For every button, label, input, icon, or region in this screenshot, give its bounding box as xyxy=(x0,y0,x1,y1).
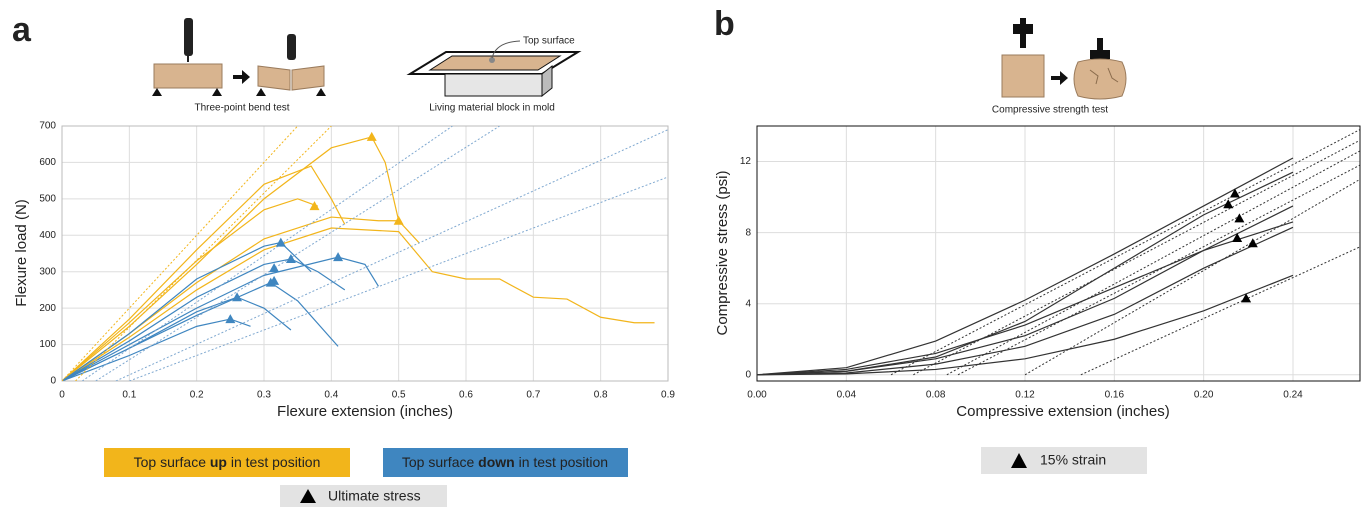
plot-area xyxy=(757,129,1360,376)
y-tick-label: 12 xyxy=(740,156,752,167)
marker xyxy=(269,275,280,285)
fit-line xyxy=(957,164,1360,376)
legend-marker xyxy=(300,489,316,503)
annotation: Top surface xyxy=(523,36,575,47)
x-tick-label: 0.8 xyxy=(594,390,608,401)
marker xyxy=(1223,199,1234,209)
legend-box xyxy=(981,447,1147,474)
marker xyxy=(1229,188,1240,198)
fit-line xyxy=(1080,246,1360,376)
x-tick-label: 0.24 xyxy=(1283,390,1303,401)
y-tick-label: 200 xyxy=(39,303,56,314)
plot-area xyxy=(62,126,668,381)
marker xyxy=(285,253,296,263)
y-tick-label: 600 xyxy=(39,157,56,168)
x-tick-label: 0.20 xyxy=(1194,390,1214,401)
annotation: Three-point bend test xyxy=(194,103,289,114)
x-tick-label: 0.9 xyxy=(661,390,675,401)
curve xyxy=(62,241,312,381)
curve xyxy=(757,226,1294,376)
y-axis-title: Compressive stress (psi) xyxy=(714,170,731,335)
fit-line xyxy=(62,126,299,381)
legend-box xyxy=(280,485,447,507)
curve xyxy=(62,256,379,381)
legend-marker xyxy=(1011,453,1027,468)
x-tick-label: 0 xyxy=(59,390,65,401)
plot-frame xyxy=(61,125,669,382)
x-tick-label: 0.7 xyxy=(526,390,540,401)
fit-line xyxy=(913,139,1360,376)
plot-frame xyxy=(756,125,1361,382)
marker xyxy=(1247,238,1258,248)
legend-swatch xyxy=(104,448,350,477)
x-tick-label: 0.5 xyxy=(392,390,406,401)
x-axis-title: Compressive extension (inches) xyxy=(956,403,1169,420)
curve xyxy=(62,258,346,381)
marker xyxy=(309,201,320,211)
curve xyxy=(62,136,400,381)
annotation: Compressive strength test xyxy=(992,105,1108,116)
fit-line xyxy=(115,129,668,381)
marker xyxy=(1232,232,1243,242)
bend-illustration xyxy=(152,18,326,96)
marker xyxy=(393,215,404,225)
curve xyxy=(757,274,1294,376)
panel-label: a xyxy=(12,11,32,49)
curve xyxy=(757,157,1294,376)
y-tick-label: 700 xyxy=(39,121,56,132)
x-tick-label: 0.12 xyxy=(1015,390,1035,401)
fit-line xyxy=(75,126,332,381)
curve xyxy=(62,198,319,381)
marker xyxy=(225,314,236,324)
y-tick-label: 0 xyxy=(50,376,56,387)
marker xyxy=(1234,213,1245,223)
legend-label: Top surface down in test position xyxy=(402,454,608,470)
marker xyxy=(366,131,377,141)
x-tick-label: 0.16 xyxy=(1105,390,1125,401)
x-tick-label: 0.6 xyxy=(459,390,473,401)
x-tick-label: 0.08 xyxy=(926,390,946,401)
panel-label: b xyxy=(714,5,735,43)
x-tick-label: 0.1 xyxy=(122,390,136,401)
y-tick-label: 8 xyxy=(745,227,751,238)
fit-line xyxy=(129,176,668,381)
y-tick-label: 100 xyxy=(39,339,56,350)
y-tick-label: 300 xyxy=(39,266,56,277)
curve xyxy=(62,165,346,381)
y-tick-label: 4 xyxy=(745,298,751,309)
marker xyxy=(269,263,280,273)
fit-line xyxy=(1024,178,1360,376)
curve xyxy=(62,227,655,381)
curve xyxy=(757,221,1294,376)
fit-line xyxy=(81,126,453,381)
mold-illustration xyxy=(406,40,582,98)
legend-label: 15% strain xyxy=(1040,452,1106,468)
fit-line xyxy=(890,129,1360,376)
legend-label: Top surface up in test position xyxy=(134,454,321,470)
fit-line xyxy=(946,150,1360,376)
y-tick-label: 0 xyxy=(745,369,751,380)
y-tick-label: 500 xyxy=(39,193,56,204)
y-axis-title: Flexure load (N) xyxy=(13,199,30,307)
y-tick-label: 400 xyxy=(39,230,56,241)
compression-illustration xyxy=(1001,18,1127,100)
legend-swatch xyxy=(383,448,628,477)
legend-label: Ultimate stress xyxy=(328,488,421,504)
x-tick-label: 0.4 xyxy=(324,390,338,401)
x-axis-title: Flexure extension (inches) xyxy=(277,403,453,420)
x-tick-label: 0.00 xyxy=(747,390,767,401)
marker xyxy=(232,292,243,302)
marker xyxy=(1241,293,1252,303)
fit-line xyxy=(95,126,500,381)
x-tick-label: 0.3 xyxy=(257,390,271,401)
marker xyxy=(333,252,344,262)
x-tick-label: 0.04 xyxy=(837,390,857,401)
x-tick-label: 0.2 xyxy=(190,390,204,401)
annotation: Living material block in mold xyxy=(429,103,555,114)
marker xyxy=(275,237,286,247)
